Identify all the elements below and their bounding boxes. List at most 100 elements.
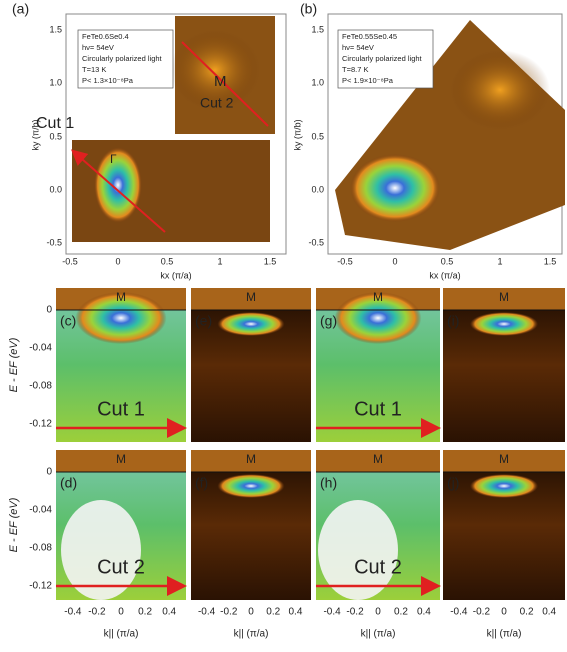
point-label: Γ: [110, 152, 117, 166]
x-tick-label: 0: [248, 607, 254, 618]
y-tick-label: -0.5: [46, 237, 62, 247]
x-tick-label: 0.4: [288, 607, 302, 618]
point-label: M: [246, 290, 256, 304]
x-tick-label: -0.2: [220, 607, 238, 618]
point-label: M: [373, 290, 383, 304]
point-label: M: [499, 452, 509, 466]
x-axis-label: kx (π/a): [429, 270, 460, 280]
info-text: FeTe0.55Se0.45: [342, 32, 397, 41]
y-axis-label: E - EF (eV): [8, 337, 20, 392]
x-axis-label: kx (π/a): [160, 270, 191, 280]
x-tick-label: -0.4: [64, 607, 82, 618]
y-tick-label: 0: [46, 305, 52, 316]
band-feature: [470, 312, 538, 336]
x-tick-label: -0.2: [473, 607, 491, 618]
panel-label: (g): [320, 313, 337, 329]
y-tick-label: 1.0: [49, 77, 62, 87]
x-tick-label: 0.2: [394, 607, 408, 618]
y-axis-label: ky (π/b): [292, 119, 302, 150]
y-tick-label: 0.0: [311, 184, 324, 194]
cut-label: Cut 1: [36, 115, 74, 132]
info-text: P< 1.9×10⁻⁸Pa: [342, 76, 394, 85]
y-tick-label: 1.5: [311, 24, 324, 34]
x-tick-label: -0.2: [88, 607, 106, 618]
cut-label: Cut 2: [354, 556, 402, 578]
info-text: P< 1.3×10⁻⁸Pa: [82, 76, 134, 85]
x-tick-label: 1: [497, 256, 502, 266]
x-tick-label: -0.5: [62, 256, 78, 266]
x-tick-label: -0.4: [323, 607, 341, 618]
y-axis-label: E - EF (eV): [8, 497, 20, 552]
x-tick-label: 0.4: [417, 607, 431, 618]
y-tick-label: -0.08: [29, 543, 52, 554]
panel-label: (c): [60, 313, 76, 329]
x-axis-label: k|| (π/a): [487, 629, 522, 640]
x-tick-label: 0: [118, 607, 124, 618]
x-tick-label: -0.5: [337, 256, 353, 266]
spectrum-image: [191, 288, 311, 442]
y-tick-label: -0.12: [29, 419, 52, 430]
panel-label: (d): [60, 475, 77, 491]
x-tick-label: 1: [217, 256, 222, 266]
map-blob: [94, 147, 142, 223]
x-axis-label: k|| (π/a): [361, 629, 396, 640]
x-tick-label: 1.5: [264, 256, 277, 266]
point-label: M: [116, 452, 126, 466]
info-text: Circularly polarized light: [82, 54, 163, 63]
info-text: hν= 54eV: [342, 43, 374, 52]
y-tick-label: -0.04: [29, 343, 52, 354]
y-tick-label: 1.5: [49, 24, 62, 34]
x-tick-label: 1.5: [544, 256, 557, 266]
cut-label: Cut 2: [97, 556, 145, 578]
y-tick-label: 0.0: [49, 184, 62, 194]
cut-label: Cut 1: [354, 398, 402, 420]
x-tick-label: 0.2: [138, 607, 152, 618]
y-tick-label: 1.0: [311, 77, 324, 87]
x-tick-label: 0.5: [441, 256, 454, 266]
x-axis-label: k|| (π/a): [234, 629, 269, 640]
figure: Cut 1 Cut 2 M Γ FeTe0.6Se0.4 hν= 54eV Circular…: [0, 0, 567, 652]
y-axis-label: ky (π/b): [30, 119, 40, 150]
x-tick-label: -0.4: [198, 607, 216, 618]
y-tick-label: -0.04: [29, 505, 52, 516]
map-blob: [350, 154, 440, 222]
spectrum-image: [443, 288, 565, 442]
info-text: hν= 54eV: [82, 43, 114, 52]
y-tick-label: -0.5: [308, 237, 324, 247]
y-tick-label: -0.12: [29, 581, 52, 592]
point-label: M: [499, 290, 509, 304]
panel-label: (e): [195, 313, 212, 329]
panel-label: (b): [300, 1, 317, 17]
point-label: M: [116, 290, 126, 304]
x-tick-label: 0.4: [162, 607, 176, 618]
x-tick-label: 0: [115, 256, 120, 266]
band-feature: [470, 474, 538, 498]
band-feature: [217, 474, 284, 498]
x-tick-label: 0: [501, 607, 507, 618]
info-text: T=8.7 K: [342, 65, 368, 74]
panel-label: (j): [447, 475, 459, 491]
panel-label: (i): [447, 313, 459, 329]
y-tick-label: 0.5: [49, 131, 62, 141]
x-tick-label: 0.2: [266, 607, 280, 618]
x-tick-label: 0: [375, 607, 381, 618]
x-tick-label: 0: [392, 256, 397, 266]
x-axis-label: k|| (π/a): [104, 629, 139, 640]
x-tick-label: -0.4: [450, 607, 468, 618]
panel-label: (f): [195, 475, 208, 491]
band-feature: [217, 312, 284, 336]
y-tick-label: -0.08: [29, 381, 52, 392]
info-text: FeTe0.6Se0.4: [82, 32, 129, 41]
point-label: M: [246, 452, 256, 466]
point-label: M: [214, 73, 227, 90]
info-text: T=13 K: [82, 65, 106, 74]
cut-label: Cut 2: [200, 95, 234, 111]
point-label: M: [373, 452, 383, 466]
x-tick-label: -0.2: [346, 607, 364, 618]
x-tick-label: 0.5: [161, 256, 174, 266]
y-tick-label: 0.5: [311, 131, 324, 141]
panel-label: (h): [320, 475, 337, 491]
map-glow: [450, 50, 550, 130]
x-tick-label: 0.4: [542, 607, 556, 618]
cut-label: Cut 1: [97, 398, 145, 420]
